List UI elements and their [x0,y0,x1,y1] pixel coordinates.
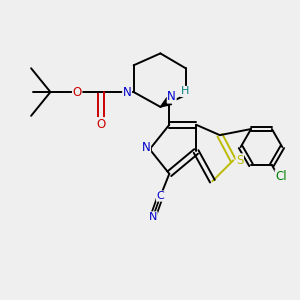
Polygon shape [160,98,172,107]
Text: N: N [142,140,151,154]
Text: S: S [236,154,243,167]
Text: C: C [157,191,164,201]
Text: N: N [167,90,176,103]
Text: N: N [123,85,131,98]
Text: O: O [73,85,82,98]
Text: N: N [149,212,157,222]
Text: O: O [96,118,106,130]
Text: Cl: Cl [275,170,287,183]
Text: H: H [181,86,189,96]
